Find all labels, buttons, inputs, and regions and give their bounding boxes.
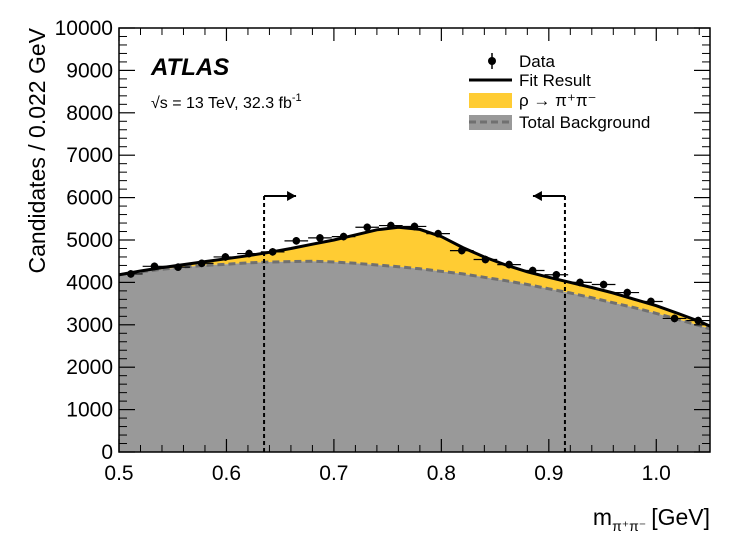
data-point-marker <box>316 234 324 242</box>
data-point <box>402 222 427 231</box>
data-point <box>568 278 592 287</box>
x-axis-label-sub: π⁺π⁻ <box>612 518 646 534</box>
y-tick-label: 10000 <box>55 17 113 40</box>
y-tick-label: 3000 <box>66 314 113 337</box>
data-point-marker <box>694 316 702 325</box>
y-tick-label: 7000 <box>66 144 113 167</box>
window-high-arrowhead <box>532 191 542 201</box>
y-tick-label: 5000 <box>66 229 113 252</box>
legend-data-marker <box>488 53 496 69</box>
legend-signal-swatch <box>469 93 512 108</box>
data-point-marker <box>457 246 466 255</box>
data-point-marker <box>599 280 608 289</box>
data-point <box>260 248 285 256</box>
y-tick-label: 6000 <box>66 187 113 210</box>
legend-background-swatch <box>469 115 512 130</box>
data-point-marker <box>647 297 655 306</box>
x-tick-label: 0.8 <box>427 462 456 485</box>
data-point <box>331 232 356 241</box>
data-point-marker <box>150 262 159 271</box>
legend-background-label: Total Background <box>519 113 650 132</box>
data-point <box>497 260 521 269</box>
data-point-marker <box>292 237 301 245</box>
data-points <box>119 221 710 325</box>
axes: 0.5 0.6 0.7 0.8 0.9 1.0 0 1000 2000 3000 4000 5000 6… <box>55 17 710 485</box>
data-point-marker <box>339 232 348 241</box>
y-tick-label: 9000 <box>66 59 113 82</box>
data-point-marker <box>245 249 253 258</box>
data-point <box>284 237 309 245</box>
data-point <box>615 288 640 297</box>
data-point-marker <box>481 255 490 264</box>
x-axis-label: mπ⁺π⁻ [GeV] <box>593 504 710 534</box>
data-point-marker <box>197 259 206 268</box>
data-point-marker <box>268 248 277 256</box>
x-axis-label-unit: [GeV] <box>651 504 710 530</box>
data-point <box>237 249 261 258</box>
data-point-marker <box>623 288 632 297</box>
x-tick-label: 0.9 <box>534 462 563 485</box>
y-axis-label: Candidates / 0.022 GeV <box>24 27 50 273</box>
data-point <box>639 297 663 306</box>
legend-data-label: Data <box>519 52 555 71</box>
data-point <box>379 221 403 230</box>
data-point-marker <box>552 270 561 279</box>
x-tick-label: 1.0 <box>642 462 671 485</box>
data-point <box>213 253 238 261</box>
experiment-label: ATLAS <box>150 54 229 81</box>
data-point-marker <box>127 270 135 278</box>
data-point <box>308 234 332 242</box>
data-point <box>189 259 214 268</box>
data-point-marker <box>387 221 395 230</box>
data-point-marker <box>221 253 230 261</box>
legend-signal-label: ρ → π⁺π⁻ <box>519 91 597 110</box>
data-point <box>449 246 474 255</box>
data-point-marker <box>670 314 679 323</box>
data-point <box>662 314 687 323</box>
energy-label-sup: -1 <box>292 92 302 104</box>
background-curve <box>119 259 710 331</box>
energy-label-main: √s = 13 TeV, 32.3 fb <box>151 95 292 112</box>
legend: Data Fit Result ρ → π⁺π⁻ Total Backgroun… <box>469 52 650 132</box>
y-tick-label: 1000 <box>66 399 113 422</box>
x-axis-label-main: m <box>593 504 612 530</box>
legend-fit-label: Fit Result <box>519 71 591 90</box>
data-point <box>686 316 710 325</box>
data-point-marker <box>576 278 584 287</box>
x-tick-label: 0.6 <box>212 462 241 485</box>
x-tick-label: 0.5 <box>104 462 133 485</box>
data-point <box>426 229 450 238</box>
data-point <box>520 266 545 275</box>
y-tick-label: 0 <box>101 441 113 464</box>
data-point <box>142 262 167 271</box>
data-point-marker <box>434 229 442 238</box>
data-point <box>355 223 380 232</box>
fit-curve <box>119 225 710 328</box>
y-tick-label: 2000 <box>66 356 113 379</box>
data-point-marker <box>410 222 419 231</box>
data-point <box>473 255 498 264</box>
energy-label: √s = 13 TeV, 32.3 fb-1 <box>151 92 302 112</box>
y-tick-label: 4000 <box>66 271 113 294</box>
data-point-marker <box>174 263 182 271</box>
window-low-arrowhead <box>287 191 297 201</box>
data-point <box>166 263 190 271</box>
x-tick-label: 0.7 <box>319 462 348 485</box>
plot-area <box>119 221 710 452</box>
data-point-marker <box>363 223 372 232</box>
background-area <box>119 261 710 452</box>
data-point-marker <box>528 266 537 275</box>
data-point <box>591 280 616 289</box>
data-point-marker <box>505 260 513 269</box>
y-tick-label: 8000 <box>66 102 113 125</box>
selection-window <box>263 191 566 452</box>
